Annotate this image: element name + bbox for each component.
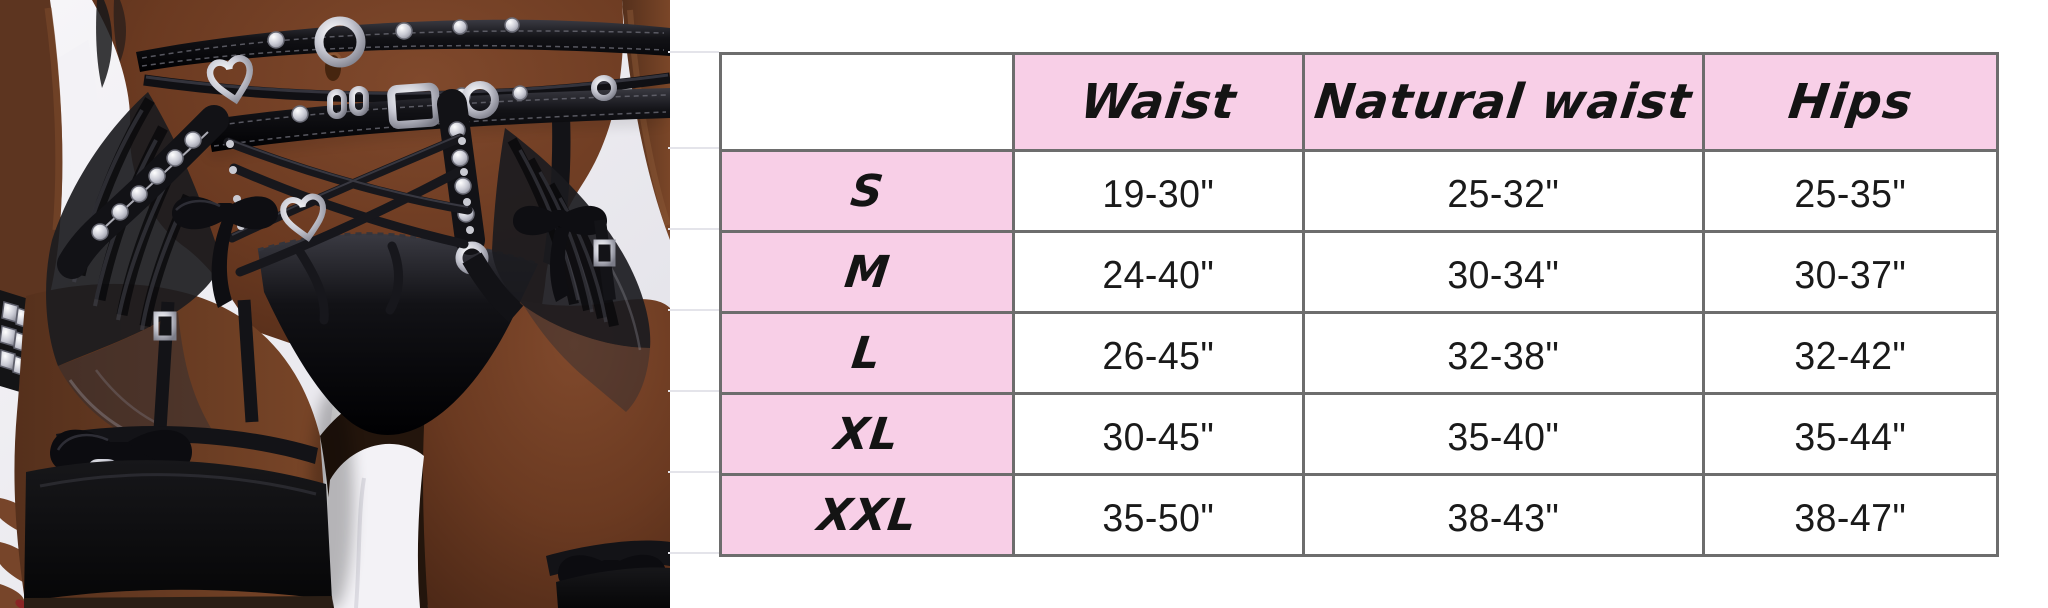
waist-value: 19-30": [1102, 173, 1215, 216]
natural-waist-header-label: Natural waist: [1311, 74, 1696, 130]
hips-value: 25-35": [1794, 173, 1907, 216]
natural-waist-value: 35-40": [1447, 416, 1560, 459]
hips-value-cell: 38-47": [1702, 473, 1999, 557]
gridline-stub: [668, 309, 719, 311]
waist-value: 30-45": [1102, 416, 1215, 459]
size-label: XL: [831, 408, 903, 460]
size-label-cell: L: [719, 311, 1015, 395]
size-row-s: S 19-30" 25-32" 25-35": [719, 149, 1999, 233]
natural-waist-value: 30-34": [1447, 254, 1560, 297]
size-row-l: L 26-45" 32-38" 32-42": [719, 311, 1999, 395]
size-label: M: [841, 246, 893, 298]
natural-waist-value: 32-38": [1447, 335, 1560, 378]
column-header-waist: Waist: [1012, 52, 1305, 152]
natural-waist-value: 25-32": [1447, 173, 1560, 216]
waist-value-cell: 24-40": [1012, 230, 1305, 314]
size-label-cell: XXL: [719, 473, 1015, 557]
natural-waist-value-cell: 38-43": [1302, 473, 1705, 557]
natural-waist-value-cell: 25-32": [1302, 149, 1705, 233]
harness-straps: [57, 16, 670, 325]
waist-value-cell: 19-30": [1012, 149, 1305, 233]
size-chart-table: Waist Natural waist Hips S 19-30" 25-32"…: [719, 52, 1999, 557]
size-row-xxl: XXL 35-50" 38-43" 38-47": [719, 473, 1999, 557]
size-row-m: M 24-40" 30-34" 30-37": [719, 230, 1999, 314]
hips-value-cell: 32-42": [1702, 311, 1999, 395]
column-header-blank: [719, 52, 1015, 152]
garter-stockings: [24, 219, 670, 608]
waist-value-cell: 30-45": [1012, 392, 1305, 476]
column-header-natural-waist: Natural waist: [1302, 52, 1705, 152]
natural-waist-value-cell: 35-40": [1302, 392, 1705, 476]
size-row-xl: XL 30-45" 35-40" 35-44": [719, 392, 1999, 476]
product-photo: [0, 0, 670, 608]
gridline-stub: [668, 552, 719, 554]
gridline-stub: [668, 390, 719, 392]
hips-value-cell: 30-37": [1702, 230, 1999, 314]
waist-value: 24-40": [1102, 254, 1215, 297]
hips-value-cell: 25-35": [1702, 149, 1999, 233]
waist-value: 35-50": [1102, 497, 1215, 540]
header-row: Waist Natural waist Hips: [719, 52, 1999, 152]
waist-value-cell: 26-45": [1012, 311, 1305, 395]
waist-value: 26-45": [1102, 335, 1215, 378]
hips-value: 35-44": [1794, 416, 1907, 459]
column-header-hips: Hips: [1702, 52, 1999, 152]
model-photo-illustration: [0, 0, 670, 608]
size-label-cell: XL: [719, 392, 1015, 476]
hips-value: 30-37": [1794, 254, 1907, 297]
hips-header-label: Hips: [1785, 74, 1916, 130]
natural-waist-value-cell: 32-38": [1302, 311, 1705, 395]
hips-value-cell: 35-44": [1702, 392, 1999, 476]
gridline-stub: [668, 147, 719, 149]
gridline-stub: [668, 51, 719, 53]
gridline-stub: [668, 471, 719, 473]
gridline-stub: [668, 228, 719, 230]
size-label-cell: S: [719, 149, 1015, 233]
hips-value: 32-42": [1794, 335, 1907, 378]
hips-value: 38-47": [1794, 497, 1907, 540]
size-label: L: [849, 327, 885, 379]
natural-waist-value-cell: 30-34": [1302, 230, 1705, 314]
size-label: XXL: [814, 489, 920, 541]
size-label-cell: M: [719, 230, 1015, 314]
natural-waist-value: 38-43": [1447, 497, 1560, 540]
size-label: S: [847, 165, 887, 217]
waist-value-cell: 35-50": [1012, 473, 1305, 557]
waist-header-label: Waist: [1077, 74, 1240, 130]
